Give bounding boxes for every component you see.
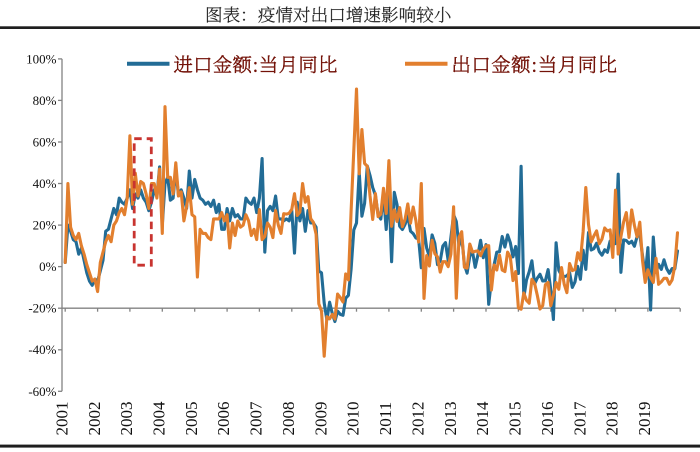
svg-text:2002: 2002: [85, 402, 104, 436]
svg-text:2018: 2018: [603, 402, 622, 436]
svg-text:20%: 20%: [33, 218, 57, 233]
svg-text:2004: 2004: [150, 401, 169, 436]
svg-text:40%: 40%: [33, 176, 57, 191]
svg-text:100%: 100%: [26, 51, 57, 66]
svg-text:60%: 60%: [33, 135, 57, 150]
svg-text:2009: 2009: [311, 402, 330, 436]
svg-text:2007: 2007: [247, 401, 266, 436]
svg-text:2008: 2008: [279, 402, 298, 436]
svg-text:2016: 2016: [538, 402, 557, 436]
svg-text:2001: 2001: [52, 402, 71, 436]
svg-text:2017: 2017: [570, 401, 589, 436]
svg-text:2015: 2015: [506, 402, 525, 436]
svg-text:-60%: -60%: [28, 384, 56, 399]
svg-text:2003: 2003: [117, 402, 136, 436]
svg-text:-40%: -40%: [28, 342, 56, 357]
svg-text:2012: 2012: [409, 402, 428, 436]
svg-text:2005: 2005: [182, 402, 201, 436]
svg-text:2019: 2019: [635, 402, 654, 436]
svg-text:0%: 0%: [39, 259, 57, 274]
svg-text:2006: 2006: [214, 402, 233, 436]
svg-text:2010: 2010: [344, 402, 363, 436]
svg-text:2011: 2011: [376, 402, 395, 435]
svg-text:2014: 2014: [473, 401, 492, 436]
svg-text:80%: 80%: [33, 93, 57, 108]
svg-text:2013: 2013: [441, 402, 460, 436]
svg-text:-20%: -20%: [28, 301, 56, 316]
